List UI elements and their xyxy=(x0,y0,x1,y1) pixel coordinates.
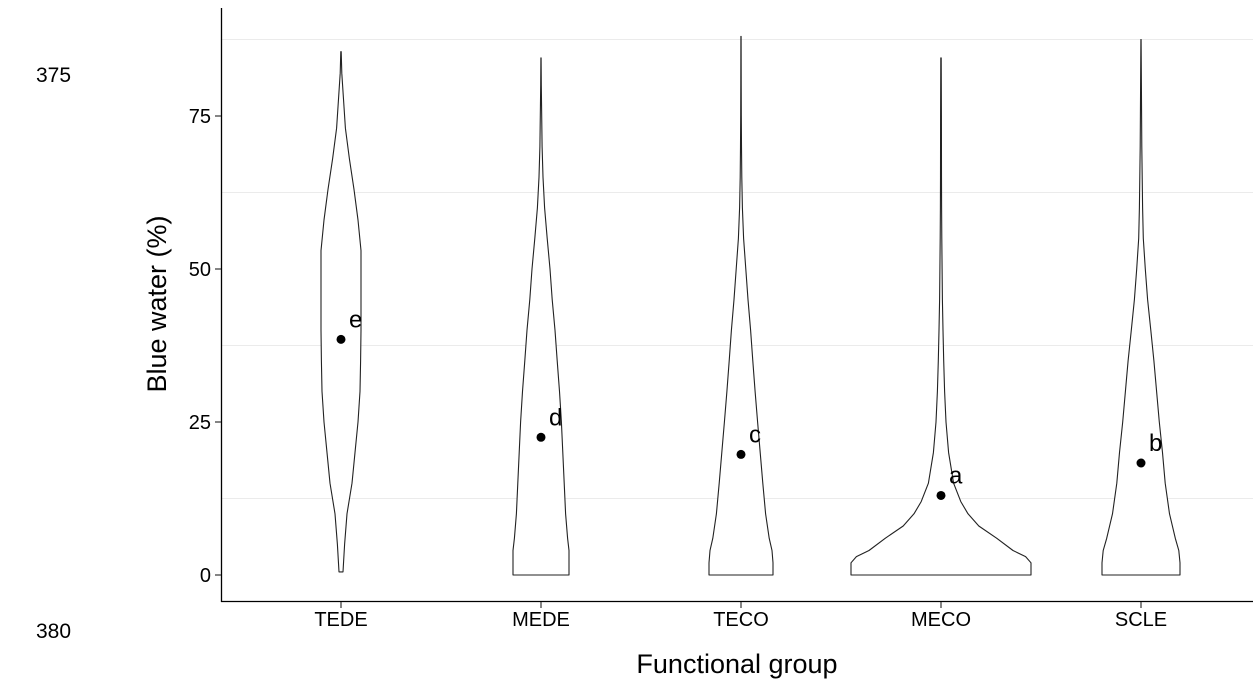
x-tick-label-meco: MECO xyxy=(911,609,971,631)
significance-letter-c: c xyxy=(749,421,761,448)
x-tick-label-scle: SCLE xyxy=(1115,609,1167,631)
y-tick-label: 75 xyxy=(189,106,211,128)
significance-letter-d: d xyxy=(549,404,562,431)
y-tick-label: 50 xyxy=(189,259,211,281)
y-tick-label: 0 xyxy=(200,565,211,587)
violin-mede xyxy=(512,57,570,576)
violin-scle xyxy=(1101,38,1181,576)
mean-point-scle xyxy=(1136,458,1146,468)
x-tick-label-teco: TECO xyxy=(713,609,769,631)
y-tick-label: 25 xyxy=(189,412,211,434)
x-axis-title: Functional group xyxy=(636,649,837,679)
x-axis-ticks: TEDE MEDE TECO MECO SCLE xyxy=(314,602,1167,631)
significance-letter-e: e xyxy=(349,306,362,333)
violin-tede xyxy=(320,51,362,573)
mean-points xyxy=(336,334,1146,500)
x-tick-label-mede: MEDE xyxy=(512,609,570,631)
mean-point-tede xyxy=(336,334,346,344)
line-number-375: 375 xyxy=(36,64,72,87)
violins xyxy=(320,35,1181,576)
x-tick-label-tede: TEDE xyxy=(314,609,367,631)
significance-letter-b: b xyxy=(1149,430,1162,457)
line-number-380: 380 xyxy=(36,620,72,643)
violin-teco xyxy=(708,35,774,576)
mean-point-teco xyxy=(736,449,746,459)
mean-point-mede xyxy=(536,432,546,442)
y-axis-title: Blue water (%) xyxy=(142,215,172,392)
significance-letters: e d c a b xyxy=(349,306,1162,489)
y-axis-ticks: 0 25 50 75 xyxy=(189,106,221,587)
violin-meco xyxy=(850,57,1032,576)
mean-point-meco xyxy=(936,490,946,500)
significance-letter-a: a xyxy=(949,462,963,489)
